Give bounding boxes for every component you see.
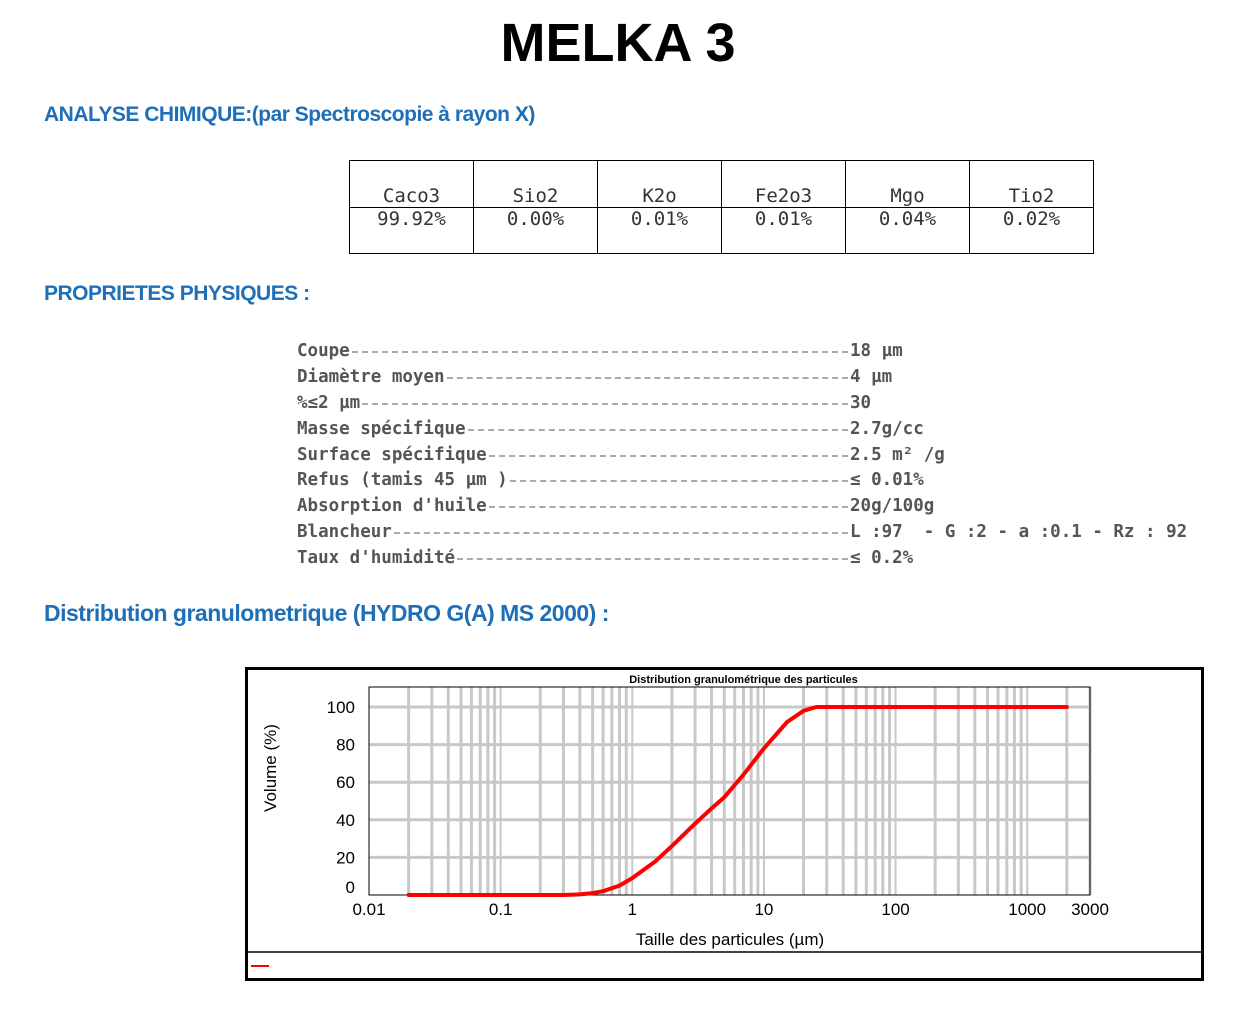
property-row: Blancheur L :97 - G :2 - a :0.1 - Rz : 92 <box>297 520 1187 546</box>
y-axis-label: Volume (%) <box>261 724 280 812</box>
dash-leader <box>394 532 848 535</box>
table-cell: 0.02% <box>969 207 1094 254</box>
table-cell: 0.01% <box>721 207 846 254</box>
property-row: Absorption d'huile 20g/100g <box>297 494 934 520</box>
distribution-heading: Distribution granulometrique (HYDRO G(A)… <box>44 600 609 626</box>
column-header: Caco3 <box>349 160 474 208</box>
property-value: L :97 - G :2 - a :0.1 - Rz : 92 <box>850 522 1188 543</box>
property-value: 18 µm <box>850 341 903 361</box>
y-tick-label: 100 <box>327 698 355 717</box>
property-value: ≤ 0.01% <box>850 470 924 491</box>
property-label: Refus (tamis 45 µm ) <box>297 470 508 491</box>
column-header: Tio2 <box>969 160 1094 208</box>
dash-leader <box>510 480 848 483</box>
x-tick-label: 0.1 <box>489 900 513 919</box>
property-row: %≤2 µm 30 <box>297 391 871 417</box>
dash-leader <box>468 428 848 431</box>
property-label: Absorption d'huile <box>297 496 487 517</box>
table-cell: 99.92% <box>349 207 474 254</box>
x-tick-label: 1 <box>628 900 637 919</box>
table-cell: 0.00% <box>473 207 598 254</box>
property-value: 20g/100g <box>850 496 935 517</box>
table-cell: 0.01% <box>597 207 722 254</box>
physical-properties-list: Coupe 18 µm Diamètre moyen 4 µm %≤2 µm 30 Mass… <box>297 339 1187 572</box>
column-header: Fe2o3 <box>721 160 846 208</box>
chemical-analysis-table: Caco3 Sio2 K2o Fe2o3 Mgo Tio2 99.92% 0.0… <box>349 160 1094 254</box>
property-row: Taux d'humidité ≤ 0.2% <box>297 546 913 572</box>
property-label: %≤2 µm <box>297 392 361 413</box>
property-row: Surface spécifique 2.5 m² /g <box>297 443 945 469</box>
property-label: Taux d'humidité <box>297 548 456 569</box>
property-value: 30 <box>850 392 872 413</box>
plot-border <box>368 686 1091 896</box>
physical-properties-heading: PROPRIETES PHYSIQUES : <box>44 282 310 305</box>
y-tick-label: 80 <box>336 736 355 755</box>
column-header: K2o <box>597 160 722 208</box>
particle-size-chart: Distribution granulométrique des particu… <box>245 667 1204 981</box>
x-tick-label: 100 <box>881 900 909 919</box>
property-value: 2.5 m² /g <box>850 444 945 465</box>
property-label: Blancheur <box>297 522 392 543</box>
column-header: Sio2 <box>473 160 598 208</box>
table-row: 99.92% 0.00% 0.01% 0.01% 0.04% 0.02% <box>349 207 1094 254</box>
property-row: Masse spécifique 2.7g/cc <box>297 417 924 443</box>
x-axis-label: Taille des particules (µm) <box>636 930 824 949</box>
property-label: Diamètre moyen <box>297 366 445 387</box>
y-tick-label: 40 <box>336 811 355 830</box>
property-value: 2.7g/cc <box>850 418 924 439</box>
column-header: Mgo <box>845 160 970 208</box>
table-header-row: Caco3 Sio2 K2o Fe2o3 Mgo Tio2 <box>349 160 1094 208</box>
property-row: Diamètre moyen 4 µm <box>297 365 892 391</box>
property-value: 4 µm <box>850 366 893 387</box>
x-tick-label: 10 <box>754 900 773 919</box>
page-title: MELKA 3 <box>500 13 736 73</box>
chart-svg: Distribution granulométrique des particu… <box>248 674 1201 967</box>
distribution-curve <box>406 705 1069 897</box>
property-label: Masse spécifique <box>297 418 466 439</box>
y-tick-label: 20 <box>336 848 355 867</box>
y-tick-label: 60 <box>336 773 355 792</box>
property-row: Coupe 18 µm <box>297 339 903 365</box>
x-tick-label: 0.01 <box>352 900 385 919</box>
property-row: Refus (tamis 45 µm ) ≤ 0.01% <box>297 468 924 494</box>
property-label: Coupe <box>297 341 350 361</box>
dash-leader <box>447 376 848 379</box>
dash-leader <box>362 402 848 405</box>
x-tick-label: 1000 <box>1008 900 1046 919</box>
x-tick-label: 3000 <box>1071 900 1109 919</box>
table-cell: 0.04% <box>845 207 970 254</box>
property-label: Surface spécifique <box>297 444 487 465</box>
dash-leader <box>457 558 848 561</box>
dash-leader <box>489 454 848 457</box>
y-tick-label: 0 <box>346 878 355 897</box>
chemical-analysis-heading: ANALYSE CHIMIQUE:(par Spectroscopie à ra… <box>44 103 535 126</box>
property-value: ≤ 0.2% <box>850 548 914 569</box>
dash-leader <box>489 506 848 509</box>
chart-title: Distribution granulométrique des particu… <box>629 674 858 686</box>
dash-leader <box>352 351 848 353</box>
